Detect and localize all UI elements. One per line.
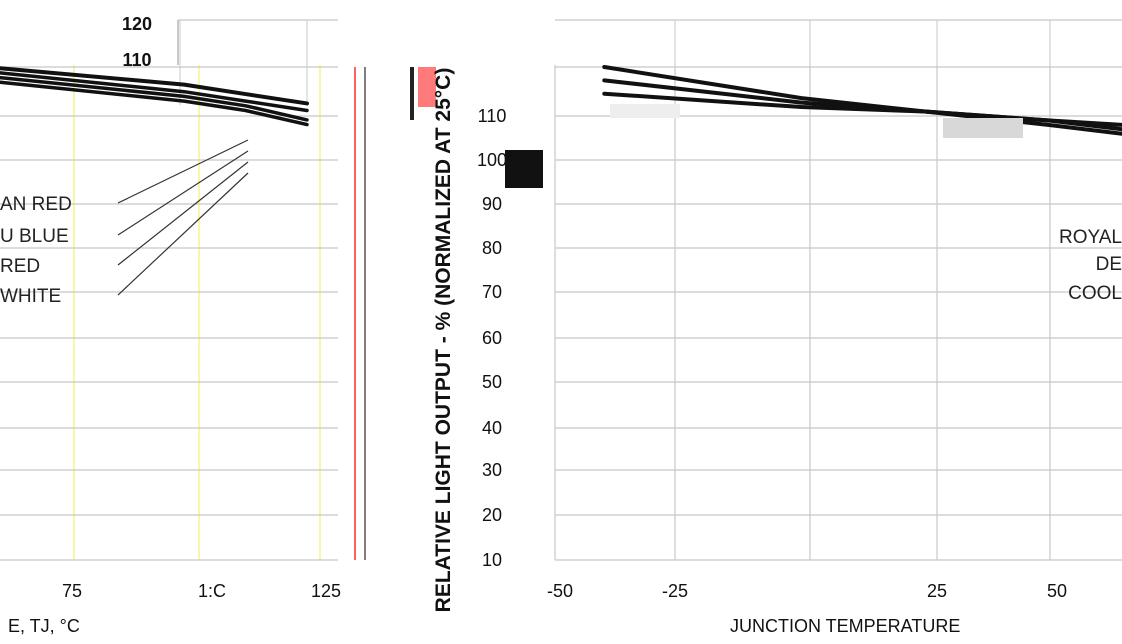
right-y-tick-label: 30: [482, 460, 502, 480]
center-divider-fill: [418, 67, 436, 107]
right-series-line-2: [602, 91, 1122, 127]
left-series-line-2: [0, 75, 309, 122]
right-x-tick-label: -50: [547, 581, 573, 601]
right-legend-label: DE: [1096, 254, 1122, 275]
left-legend-leader: [117, 172, 249, 296]
left-y-tick-label: 110: [122, 50, 151, 70]
left-series-line-0: [0, 66, 309, 106]
left-x-tick-label: 75: [62, 581, 82, 601]
right-legend-label: COOL: [1068, 283, 1122, 304]
right-y-tick-label: 10: [482, 550, 502, 570]
left-y-tick-label: 120: [122, 14, 152, 34]
right-x-axis-label: JUNCTION TEMPERATURE: [730, 616, 960, 636]
left-legend-leader: [117, 161, 249, 266]
right-y-tick-label: 110: [478, 106, 507, 126]
left-legend-label: WHITE: [0, 286, 61, 307]
left-legend-leader: [117, 139, 249, 204]
right-x-tick-label: 25: [927, 581, 947, 601]
right-y-axis-label: RELATIVE LIGHT OUTPUT - % (NORMALIZED AT…: [432, 68, 455, 613]
right-y-tick-label: 90: [482, 194, 502, 214]
right-y-tick-label: 20: [482, 505, 502, 525]
left-legend-label: RED: [0, 256, 40, 277]
right-y-tick-label: 60: [482, 328, 502, 348]
right-highlight-box: [943, 118, 1023, 138]
right-x-tick-label: -25: [662, 581, 688, 601]
right-x-tick-label: 50: [1047, 581, 1067, 601]
right-y-tick-label: 80: [482, 238, 502, 258]
left-legend-label: AN RED: [0, 194, 72, 215]
left-series-line-3: [0, 80, 309, 127]
right-y-tick-label: 40: [482, 418, 502, 438]
left-x-tick-label: 125: [311, 581, 341, 601]
right-y-tick-label: 70: [482, 282, 502, 302]
right-legend-label: ROYAL: [1059, 227, 1122, 248]
left-x-tick-label: 1:C: [198, 581, 226, 601]
right-highlight-box-2: [610, 104, 680, 118]
left-series-line-1: [0, 71, 309, 113]
right-y-tick-label: 50: [482, 372, 502, 392]
left-legend-label: U BLUE: [0, 226, 69, 247]
left-x-axis-label: E, TJ, °C: [8, 616, 80, 636]
center-black-marker: [505, 150, 543, 188]
right-y-tick-label: 100: [477, 150, 507, 170]
left-legend-leader: [117, 150, 249, 236]
